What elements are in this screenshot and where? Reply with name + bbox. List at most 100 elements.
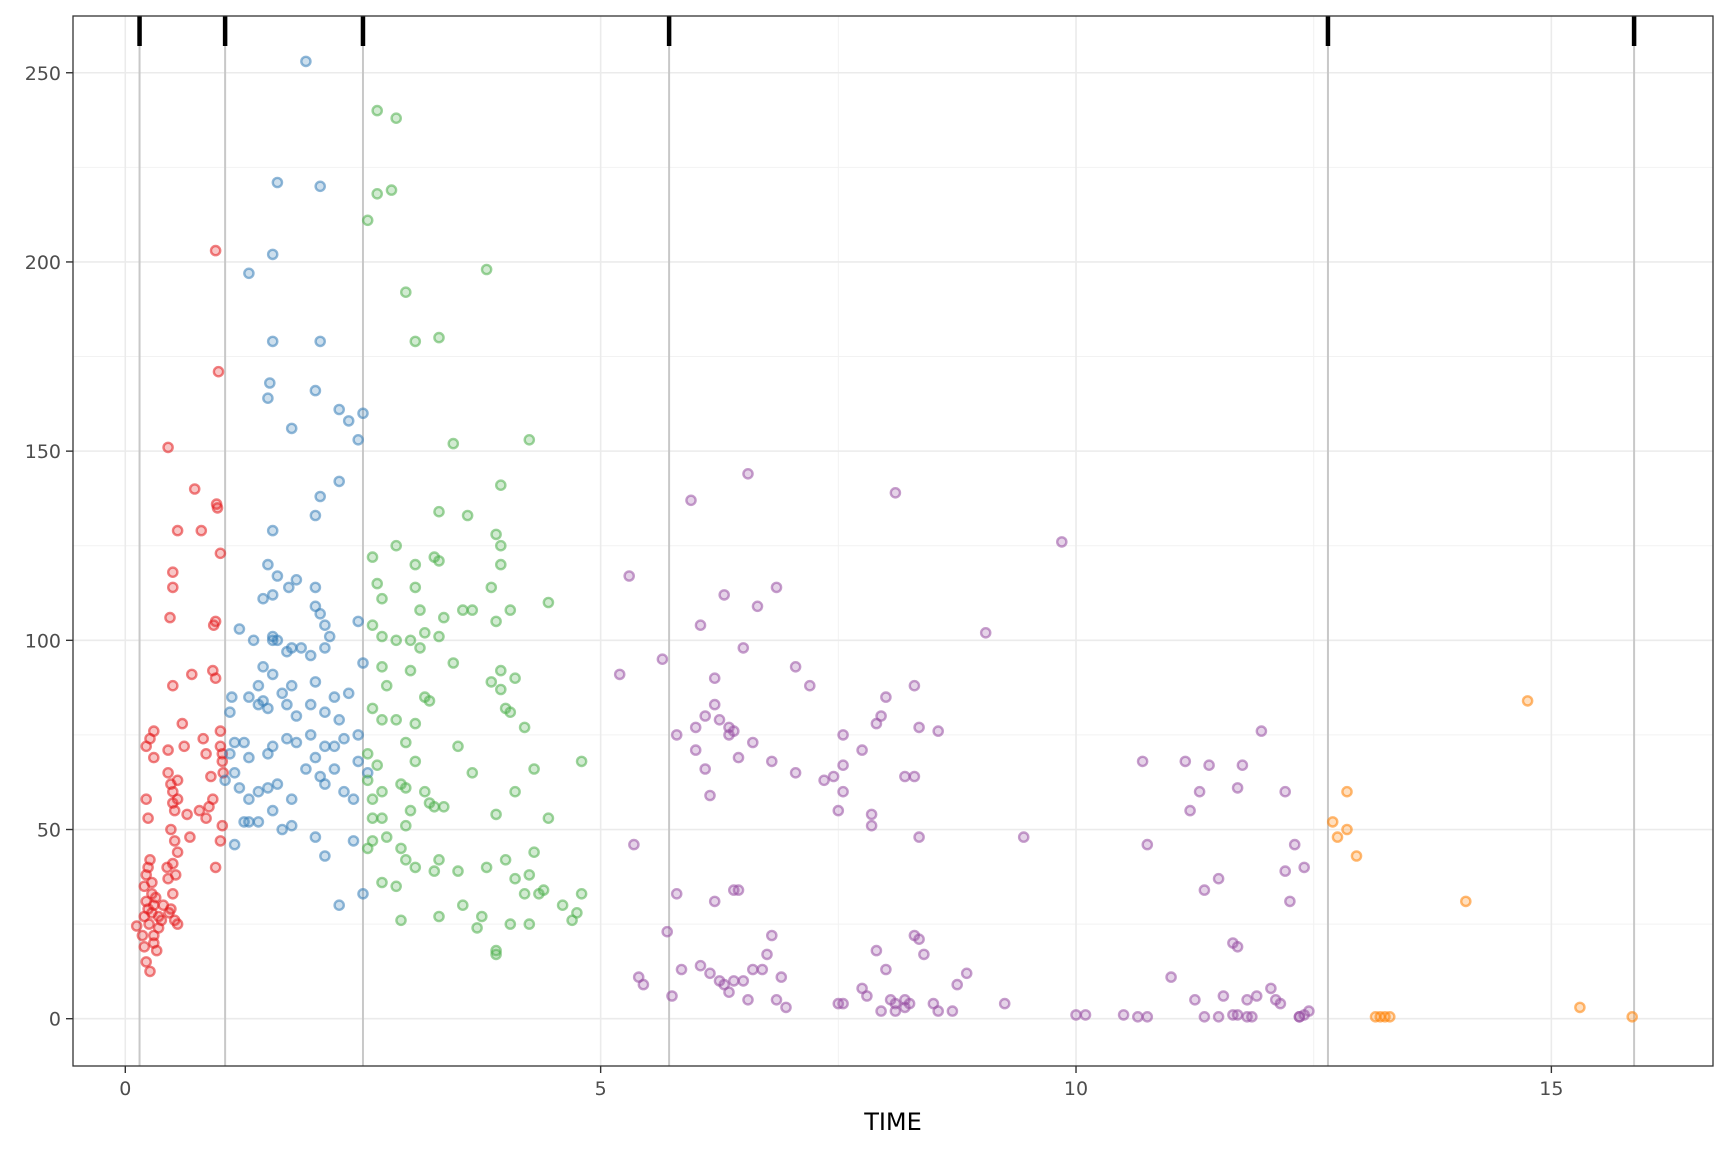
data-point (780, 1001, 792, 1014)
data-point (1521, 695, 1534, 707)
data-point (666, 990, 678, 1002)
data-point (285, 793, 298, 806)
data-point (319, 850, 331, 862)
data-point (699, 763, 712, 775)
data-point (352, 729, 365, 741)
data-point (243, 267, 255, 280)
data-point (456, 604, 469, 616)
data-point (875, 710, 887, 722)
data-point (214, 547, 227, 560)
data-point (144, 965, 156, 978)
data-point (409, 335, 422, 348)
data-point (228, 767, 241, 779)
data-point (285, 819, 298, 832)
data-point (979, 627, 992, 639)
data-point (737, 642, 750, 654)
data-point (837, 785, 849, 798)
data-point (281, 698, 293, 711)
data-point (314, 180, 327, 193)
data-point (247, 634, 260, 647)
data-point (494, 664, 507, 677)
data-point (742, 994, 754, 1006)
data-point (1298, 861, 1310, 874)
data-point (1236, 759, 1249, 772)
data-point (499, 854, 512, 866)
data-point (212, 365, 225, 378)
data-point (723, 986, 735, 999)
data-point (880, 691, 892, 703)
data-point (219, 774, 231, 787)
data-point (385, 184, 398, 196)
data-point (865, 808, 878, 821)
data-point (461, 509, 474, 522)
data-point (452, 865, 464, 877)
data-point (998, 997, 1011, 1010)
data-point (390, 112, 403, 124)
data-point (390, 539, 403, 552)
data-point (960, 967, 973, 980)
data-point (176, 717, 189, 730)
data-point (518, 888, 531, 900)
data-point (171, 524, 184, 537)
data-point (518, 721, 531, 734)
data-point (366, 793, 379, 806)
data-point (390, 634, 403, 647)
data-point (138, 941, 151, 953)
data-point (295, 642, 308, 654)
data-point (523, 869, 536, 881)
data-point (309, 581, 322, 594)
data-point (628, 838, 640, 851)
data-point (466, 604, 479, 616)
data-point (262, 782, 274, 794)
data-point (870, 944, 883, 957)
data-point (390, 714, 403, 726)
data-point (1265, 982, 1277, 995)
data-point (309, 751, 322, 764)
data-point (1198, 884, 1211, 896)
data-point (168, 835, 181, 847)
data-point (1136, 755, 1149, 768)
data-point (171, 774, 184, 787)
data-point (371, 759, 384, 772)
data-point (1626, 1011, 1638, 1023)
data-point (205, 770, 217, 783)
data-point (146, 888, 158, 900)
data-point (395, 914, 407, 927)
data-point (290, 574, 303, 586)
data-point (323, 630, 336, 643)
data-point (209, 615, 222, 628)
data-point (276, 687, 289, 700)
data-point (1341, 823, 1353, 836)
data-point (371, 577, 384, 590)
data-point (856, 744, 868, 756)
data-point (142, 903, 154, 915)
data-point (380, 831, 393, 843)
data-point (333, 403, 346, 416)
data-point (1274, 997, 1287, 1010)
data-point (789, 767, 802, 779)
data-point (233, 623, 246, 635)
data-point (414, 604, 426, 616)
data-point (747, 963, 759, 976)
data-point (490, 948, 502, 961)
data-point (490, 808, 502, 821)
data-point (1284, 895, 1296, 908)
data-point (216, 819, 229, 832)
data-point (708, 895, 721, 908)
data-point (490, 528, 502, 541)
data-point (168, 804, 181, 817)
data-point (480, 263, 493, 276)
data-point (556, 899, 569, 912)
data-point (252, 816, 265, 828)
data-point (366, 812, 379, 825)
data-points (130, 55, 1638, 1023)
data-point (140, 793, 152, 806)
data-point (224, 748, 236, 760)
data-point (732, 751, 745, 764)
data-point (494, 558, 507, 571)
data-point (352, 755, 365, 768)
data-point (197, 732, 209, 745)
data-point (147, 751, 160, 764)
data-point (309, 384, 322, 397)
data-point (770, 994, 783, 1006)
